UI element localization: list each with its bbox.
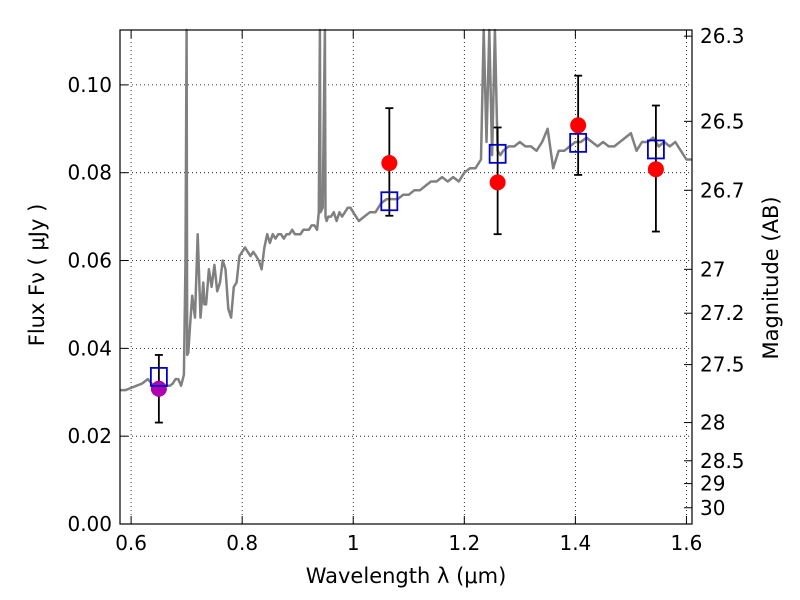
mag-tick-label: 30	[700, 496, 725, 520]
y-tick-label: 0.02	[67, 424, 112, 448]
model-spectrum-series	[120, 28, 692, 392]
x-tick-label: 0.8	[226, 531, 258, 555]
observed-point	[150, 380, 167, 397]
mag-tick-label: 27	[700, 257, 725, 281]
x-tick-label: 0.6	[115, 531, 147, 555]
x-tick-label: 1.6	[671, 531, 703, 555]
y-tick-label: 0.06	[67, 249, 112, 273]
mag-tick-label: 27.2	[700, 301, 745, 325]
mag-tick-label: 28	[700, 411, 725, 435]
model-square	[569, 132, 588, 153]
mag-tick-label: 26.7	[700, 178, 745, 202]
observed-point	[381, 155, 398, 172]
mag-tick-label: 26.3	[700, 24, 745, 48]
x-tick-label: 1.4	[559, 531, 591, 555]
model-photometry-group	[149, 132, 665, 387]
x-axis-title: Wavelength λ (μm)	[306, 564, 507, 588]
x-tick-label: 1.2	[448, 531, 480, 555]
observed-point	[570, 117, 587, 134]
mag-tick-label: 27.5	[700, 353, 745, 377]
plot-frame	[119, 29, 693, 525]
x-tick-label: 1	[347, 531, 360, 555]
y-tick-label: 0.04	[67, 336, 112, 360]
y-axis-title: Flux Fν ( μJy )	[25, 204, 49, 347]
model-square	[488, 143, 507, 164]
model-square	[149, 366, 168, 387]
observed-points-group	[150, 117, 664, 397]
grid-lines	[120, 30, 692, 525]
model-square	[380, 191, 399, 212]
tick-labels: 0.6 0.8 1 1.2 1.4 1.6 0.00 0.02 0.04 0.06 0.08 0.10…	[67, 24, 744, 555]
spectrum-line	[120, 28, 692, 392]
y-tick-label: 0.10	[67, 73, 112, 97]
observed-point	[489, 174, 506, 191]
mag-tick-label: 28.5	[700, 449, 745, 473]
observed-point	[647, 161, 664, 178]
mag-tick-label: 29	[700, 472, 725, 496]
model-square	[647, 139, 665, 160]
mag-tick-label: 26.5	[700, 109, 745, 133]
y-tick-label: 0.00	[67, 512, 112, 536]
y2-axis-title: Magnitude (AB)	[759, 196, 783, 359]
axis-ticks	[120, 30, 692, 525]
y-tick-label: 0.08	[67, 161, 112, 185]
